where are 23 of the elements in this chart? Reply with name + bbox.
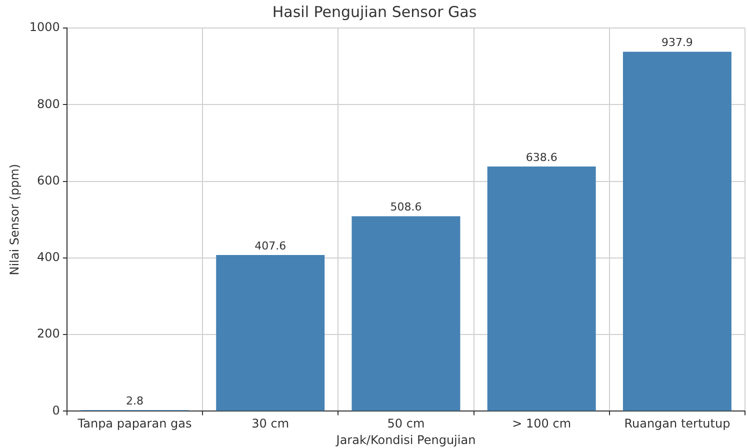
x-tick-label: 50 cm xyxy=(387,416,425,431)
x-tick-label: 30 cm xyxy=(252,416,290,431)
x-axis-title: Jarak/Kondisi Pengujian xyxy=(335,432,476,447)
data-label: 407.6 xyxy=(254,239,286,252)
x-tick-label: Tanpa paparan gas xyxy=(76,416,192,431)
x-tick-label: > 100 cm xyxy=(512,416,572,431)
bar xyxy=(352,216,460,411)
data-label: 638.6 xyxy=(526,150,558,164)
y-tick-label: 800 xyxy=(37,96,60,111)
data-label: 937.9 xyxy=(661,36,693,50)
data-label: 508.6 xyxy=(390,200,422,214)
y-tick-label: 1000 xyxy=(29,20,60,34)
y-tick-label: 600 xyxy=(37,173,60,188)
bar xyxy=(622,52,732,411)
y-tick-label: 400 xyxy=(37,250,60,264)
data-label: 2.8 xyxy=(126,394,144,408)
y-axis-title: Nilai Sensor (ppm) xyxy=(7,164,22,276)
chart-title: Hasil Pengujian Sensor Gas xyxy=(272,2,477,21)
y-tick-label: 0 xyxy=(52,403,60,418)
bar xyxy=(487,166,596,411)
bar xyxy=(216,255,325,411)
x-tick-label: Ruangan tertutup xyxy=(624,416,730,431)
y-tick-label: 200 xyxy=(37,326,60,341)
